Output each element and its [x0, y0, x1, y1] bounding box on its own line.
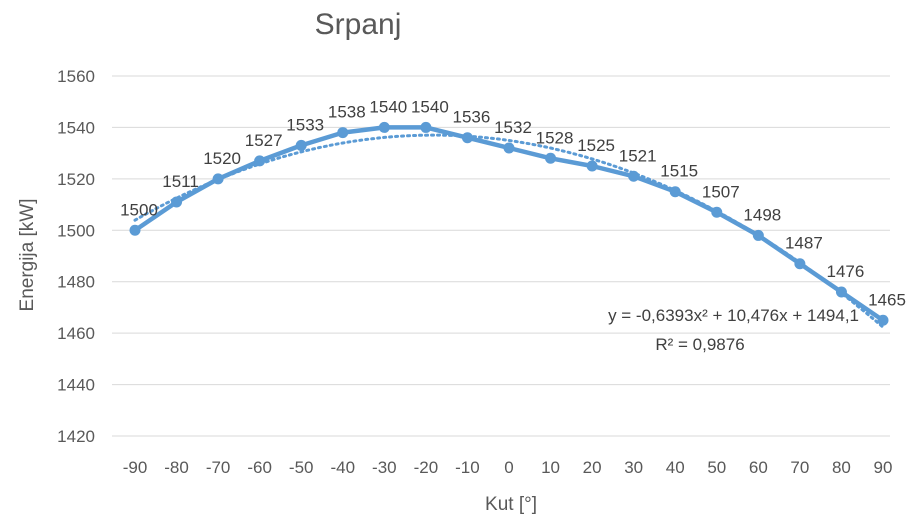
data-label: 1528 [536, 128, 574, 147]
data-label: 1520 [203, 149, 241, 168]
x-axis-label: Kut [°] [485, 494, 537, 515]
data-point [752, 229, 764, 241]
y-tick-label: 1480 [57, 273, 95, 292]
data-label: 1540 [369, 97, 407, 116]
y-tick-label: 1460 [57, 324, 95, 343]
data-point [545, 152, 557, 164]
x-tick-label: -50 [289, 458, 314, 477]
data-point [794, 258, 806, 270]
x-tick-label: 80 [832, 458, 851, 477]
y-tick-label: 1500 [57, 221, 95, 240]
data-label: 1487 [785, 234, 823, 253]
x-tick-label: -80 [164, 458, 189, 477]
y-tick-label: 1520 [57, 170, 95, 189]
data-point [586, 160, 598, 172]
data-label: 1465 [868, 290, 906, 309]
x-tick-label: -10 [455, 458, 480, 477]
x-tick-label: 20 [583, 458, 602, 477]
y-axis-label: Energija [kW] [17, 199, 38, 312]
data-point [254, 155, 266, 167]
x-tick-label: 0 [504, 458, 513, 477]
data-point [420, 121, 432, 133]
data-point [877, 314, 889, 326]
data-label: 1498 [743, 205, 781, 224]
chart-title: Srpanj [315, 8, 402, 41]
x-tick-label: -40 [330, 458, 355, 477]
data-label: 1521 [619, 146, 657, 165]
data-label: 1536 [453, 108, 491, 127]
data-markers [129, 121, 889, 326]
data-label: 1476 [827, 262, 865, 281]
data-label: 1532 [494, 118, 532, 137]
x-tick-label: -90 [123, 458, 148, 477]
data-label: 1527 [245, 131, 283, 150]
data-point [295, 139, 307, 151]
y-tick-label: 1540 [57, 118, 95, 137]
data-label: 1507 [702, 182, 740, 201]
data-label: 1525 [577, 136, 615, 155]
data-point [212, 173, 224, 185]
data-label: 1511 [162, 172, 199, 191]
data-point [835, 286, 847, 298]
y-tick-label: 1560 [57, 67, 95, 86]
x-tick-label: -30 [372, 458, 397, 477]
x-tick-labels: -90 -80 -70 -60 -50 -40 -30 -20 -10 0 10 20 30 40 50 60… [123, 458, 893, 477]
trendline-equation: y = -0,6393x² + 10,476x + 1494,1 [608, 306, 859, 325]
x-tick-label: 10 [541, 458, 560, 477]
x-tick-label: 60 [749, 458, 768, 477]
data-label: 1540 [411, 97, 449, 116]
data-point [129, 224, 141, 236]
data-label: 1515 [660, 162, 698, 181]
y-tick-labels: 1420 1440 1460 1480 1500 1520 1540 1560 [57, 67, 95, 446]
x-tick-label: 50 [707, 458, 726, 477]
data-label: 1538 [328, 103, 366, 122]
x-tick-label: -70 [206, 458, 231, 477]
data-point [669, 186, 681, 198]
x-tick-label: 30 [624, 458, 643, 477]
x-tick-label: 90 [874, 458, 893, 477]
data-point [503, 142, 515, 154]
data-point [378, 121, 390, 133]
data-label: 1533 [286, 115, 324, 134]
x-tick-label: -20 [414, 458, 439, 477]
x-tick-label: 40 [666, 458, 685, 477]
y-tick-label: 1420 [57, 427, 95, 446]
data-point [461, 132, 473, 144]
data-point [337, 127, 349, 139]
trendline-r-squared: R² = 0,9876 [655, 335, 744, 354]
x-tick-label: -60 [247, 458, 272, 477]
data-point [711, 206, 723, 218]
data-point [628, 170, 640, 182]
gridlines [112, 75, 890, 437]
y-tick-label: 1440 [57, 376, 95, 395]
x-tick-label: 70 [790, 458, 809, 477]
data-label: 1500 [120, 200, 158, 219]
data-point [171, 196, 183, 208]
